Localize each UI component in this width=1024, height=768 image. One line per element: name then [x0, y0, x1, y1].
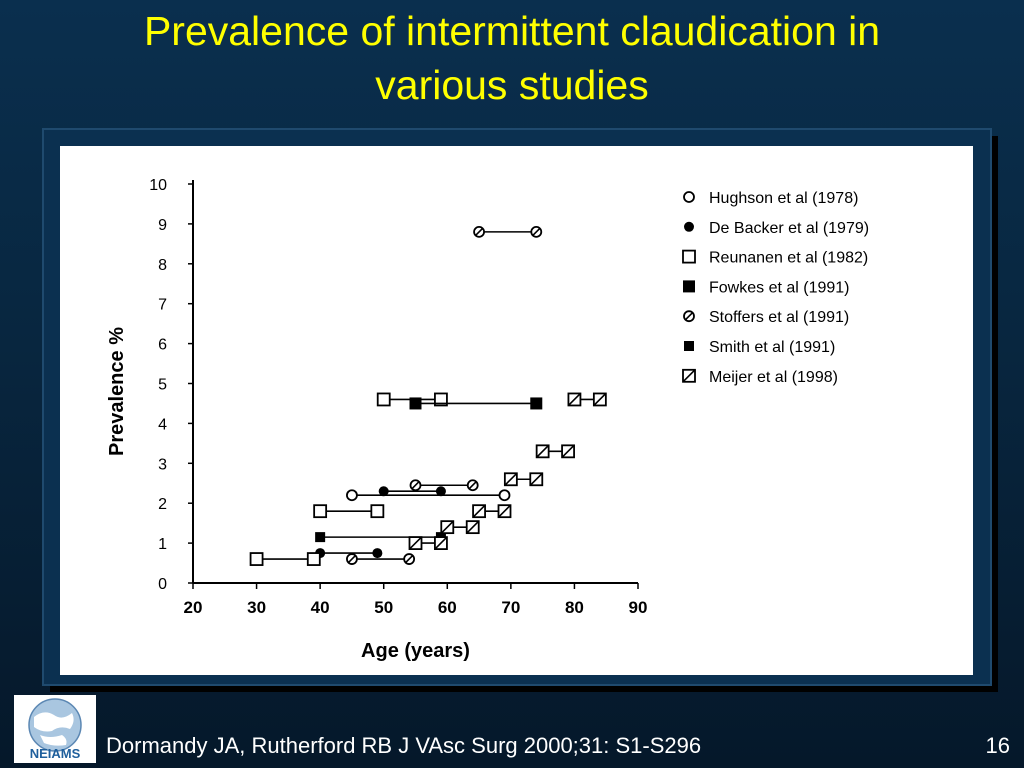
y-axis-label: Prevalence %: [106, 327, 128, 456]
y-tick-label: 5: [158, 377, 167, 394]
chart-legend: Hughson et al (1978) De Backer et al (197…: [682, 190, 869, 386]
slide-title-line1: Prevalence of intermittent claudication …: [143, 8, 881, 54]
legend-entry: De Backer et al (1979): [709, 220, 869, 237]
legend-entry: Meijer et al (1998): [709, 369, 838, 386]
data-point: [498, 489, 511, 502]
data-point: [313, 504, 328, 519]
y-tick-label: 0: [158, 576, 167, 593]
data-point: [592, 392, 607, 407]
chart-axes: 20 30 40 50 60 70 80 90 0 1 2 3 4 5 6 7 8 9 10 Age (years) P…: [106, 177, 647, 662]
chart-marks: [249, 225, 607, 566]
data-point: [530, 225, 543, 238]
x-tick-label: 70: [501, 598, 520, 617]
legend-marker: [684, 221, 694, 232]
data-point: [472, 504, 486, 519]
legend-entry: Hughson et al (1978): [709, 190, 858, 207]
legend-marker: [683, 310, 695, 323]
x-tick-label: 20: [184, 598, 203, 617]
legend-entry: Reunanen et al (1982): [709, 250, 868, 267]
y-tick-label: 2: [158, 496, 167, 513]
data-point: [403, 553, 416, 565]
data-point: [503, 472, 518, 487]
data-point: [315, 532, 326, 543]
data-point: [465, 520, 480, 535]
data-point: [370, 504, 385, 519]
logo-text: NEIAMS: [30, 746, 81, 761]
y-tick-label: 4: [158, 416, 167, 433]
y-tick-label: 3: [158, 456, 167, 473]
data-point: [473, 225, 485, 238]
legend-entry: Smith et al (1991): [709, 339, 835, 356]
slide-title: Prevalence of intermittent claudication …: [20, 4, 1004, 112]
neiams-logo: NEIAMS: [14, 695, 96, 763]
page-number: 16: [985, 733, 1010, 758]
y-tick-label: 1: [158, 536, 167, 553]
data-point: [535, 444, 550, 459]
data-point: [346, 553, 358, 565]
x-tick-label: 30: [247, 598, 266, 617]
reference-text: Dormandy JA, Rutherford RB J VAsc Surg 2…: [106, 733, 702, 758]
data-point: [434, 536, 448, 551]
legend-entry: Stoffers et al (1991): [709, 309, 849, 326]
data-point: [529, 472, 544, 487]
data-point: [372, 548, 383, 559]
legend-marker: [683, 280, 695, 293]
y-tick-label: 6: [158, 337, 167, 354]
data-point: [567, 392, 582, 407]
legend-marker: [682, 368, 696, 383]
legend-marker: [684, 341, 694, 351]
x-tick-label: 60: [438, 598, 457, 617]
legend-marker: [683, 191, 695, 203]
data-point: [530, 397, 543, 410]
x-axis-label: Age (years): [361, 640, 470, 662]
prevalence-chart: 20 30 40 50 60 70 80 90 0 1 2 3 4 5 6 7 8 9 10 Age (years) P…: [106, 177, 869, 662]
chart-background: [60, 146, 973, 675]
slide-title-line2: various studies: [375, 62, 649, 108]
data-point: [561, 444, 575, 459]
y-tick-label: 7: [158, 297, 167, 314]
data-point: [466, 479, 479, 492]
y-tick-label: 9: [158, 217, 167, 234]
x-tick-label: 50: [374, 598, 393, 617]
y-tick-label: 10: [149, 177, 167, 194]
y-tick-label: 8: [158, 257, 167, 274]
legend-marker: [682, 249, 696, 264]
data-point: [346, 489, 358, 502]
data-point: [306, 552, 321, 566]
data-point: [376, 392, 391, 407]
data-point: [497, 504, 512, 519]
legend-entry: Fowkes et al (1991): [709, 279, 850, 296]
data-point: [378, 486, 389, 497]
data-point: [409, 397, 422, 410]
globe-logo-icon: NEIAMS: [28, 698, 82, 761]
x-tick-label: 90: [629, 598, 648, 617]
x-tick-label: 40: [311, 598, 330, 617]
data-point: [409, 479, 422, 492]
data-point: [408, 536, 423, 551]
data-point: [440, 520, 455, 535]
x-tick-label: 80: [565, 598, 584, 617]
data-point: [249, 552, 264, 566]
data-point: [434, 392, 448, 407]
data-point: [435, 486, 446, 497]
